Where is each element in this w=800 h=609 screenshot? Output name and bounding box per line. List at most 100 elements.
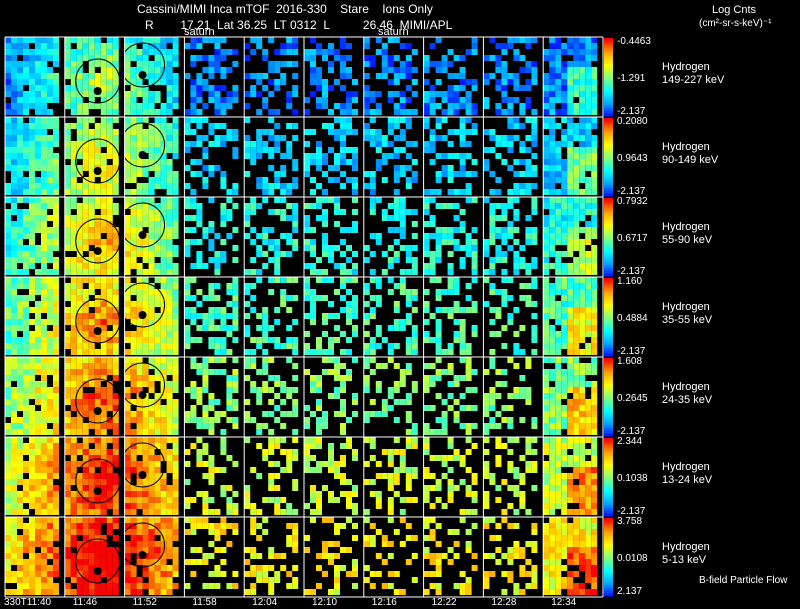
colorbar-segment (604, 577, 613, 581)
colorbar-segment (604, 242, 613, 246)
saturn-marker (138, 151, 147, 159)
colorbar-segment (604, 237, 613, 241)
colorbar-segment (604, 298, 613, 302)
image-cell (483, 37, 538, 115)
saturn-label: saturn (378, 26, 409, 38)
image-cell (423, 517, 478, 595)
colorbar-segment (604, 345, 613, 349)
colorbar-segment (604, 110, 613, 114)
colorbar-segment (604, 306, 613, 310)
colorbar-segment (604, 113, 613, 117)
colorbar-value: 0.1038 (617, 473, 648, 484)
colorbar-segment (604, 234, 613, 238)
saturn-circle (120, 202, 166, 248)
image-cell (5, 517, 59, 595)
saturn-marker (93, 407, 102, 415)
energy-range-label: 13-24 keV (662, 474, 713, 486)
image-cell (363, 37, 418, 115)
colorbar-segment (604, 343, 613, 347)
colorbar-segment (604, 474, 613, 478)
colorbar-segment (604, 157, 613, 161)
image-cell (363, 357, 418, 435)
colorbar-segment (604, 440, 613, 444)
colorbar-segment (604, 95, 613, 99)
colorbar-segment (604, 216, 613, 220)
colorbar-segment (604, 590, 613, 594)
colorbar-segment (604, 87, 613, 91)
image-cell (184, 357, 239, 435)
image-cell (423, 357, 478, 435)
image-cell (244, 277, 299, 355)
colorbar-segment (604, 531, 613, 535)
image-cell (423, 37, 478, 115)
image-cell (64, 517, 119, 595)
image-cell (304, 37, 358, 115)
colorbar-segment (604, 208, 613, 212)
colorbar-segment (604, 525, 613, 529)
colorbar-segment (604, 82, 613, 86)
saturn-circle (120, 362, 166, 408)
colorbar-segment (604, 270, 613, 274)
image-cell (124, 37, 179, 115)
time-tick: 330T11:40 (4, 597, 52, 608)
colorbar-segment (604, 353, 613, 357)
colorbar-segment (604, 252, 613, 256)
colorbar-segment (604, 177, 613, 181)
colorbar-segment (604, 330, 613, 334)
colorbar-value: 1.608 (617, 356, 643, 367)
energy-range-label: 35-55 keV (662, 314, 713, 326)
colorbar-segment (604, 332, 613, 336)
colorbar-segment (604, 572, 613, 576)
colorbar-segment (604, 164, 613, 168)
colorbar-segment (604, 231, 613, 235)
colorbar-segment (604, 293, 613, 297)
colorbar-value: -1.291 (617, 73, 646, 84)
colorbar-segment (604, 324, 613, 328)
saturn-circle (75, 298, 121, 344)
colorbar-segment (604, 144, 613, 148)
saturn-circle (120, 282, 166, 328)
orbit-info: R 17.21 Lat 36.25 LT 0312 L 26.46 MIMI/A… (145, 18, 453, 32)
energy-range-label: 55-90 keV (662, 234, 713, 246)
image-cell (244, 37, 299, 115)
image-cell (64, 357, 119, 435)
colorbar-segment (604, 469, 613, 473)
saturn-circle (120, 442, 166, 488)
colorbar-value: -2.137 (617, 426, 646, 437)
energy-range-label: 90-149 keV (662, 154, 719, 166)
image-cell (64, 197, 119, 275)
colorbar-segment (604, 190, 613, 194)
energy-label: Hydrogen 149-227 keV (662, 61, 724, 87)
colorbar-segment (604, 580, 613, 584)
colorbar-segment (604, 291, 613, 295)
species-label: Hydrogen (662, 381, 710, 393)
units-sublabel: (cm²-sr-s-keV)⁻¹ (699, 18, 772, 29)
colorbar-segment (604, 482, 613, 486)
colorbar-segment (604, 203, 613, 207)
colorbar-segment (604, 123, 613, 127)
colorbar-segment (604, 497, 613, 501)
colorbar-segment (604, 557, 613, 561)
image-cell (543, 37, 598, 115)
colorbar-segment (604, 263, 613, 267)
colorbar-segment (604, 551, 613, 555)
colorbar-value: -2.137 (617, 186, 646, 197)
colorbar-segment (604, 283, 613, 287)
colorbar-segment (604, 288, 613, 292)
colorbar-segment (604, 490, 613, 494)
colorbar-segment (604, 337, 613, 341)
colorbar-segment (604, 185, 613, 189)
image-cell (304, 357, 358, 435)
colorbar-value: 0.4884 (617, 313, 648, 324)
colorbar-segment (604, 505, 613, 509)
colorbar-segment (604, 226, 613, 230)
colorbar-segment (604, 103, 613, 107)
image-cell (244, 117, 299, 195)
colorbar-segment (604, 71, 613, 75)
colorbar-value: 2.137 (617, 586, 643, 597)
colorbar-segment (604, 175, 613, 179)
image-cell (363, 277, 418, 355)
colorbar-segment (604, 125, 613, 129)
colorbar-segment (604, 118, 613, 122)
